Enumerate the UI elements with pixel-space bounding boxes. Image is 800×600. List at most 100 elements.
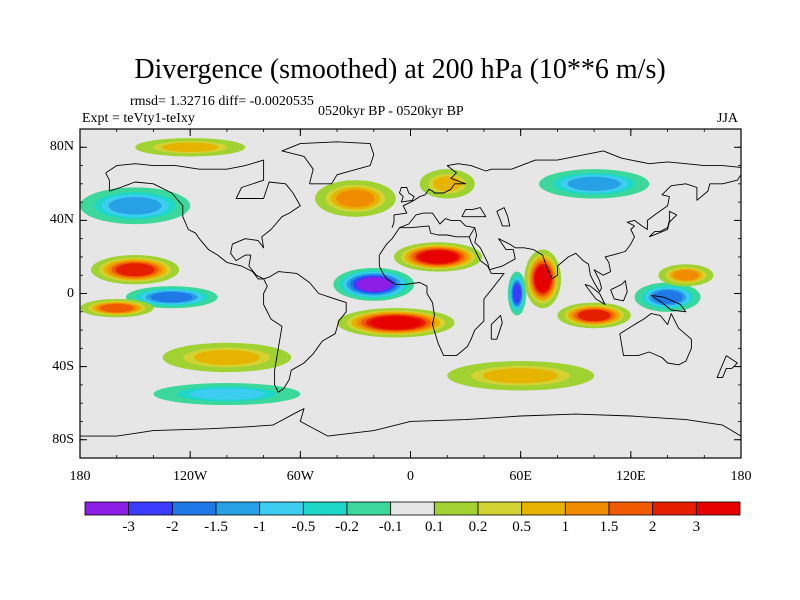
divergence-minimum-south-indian — [557, 302, 631, 329]
borneo-coast — [610, 280, 628, 302]
divergence-minimum-south-atlantic — [337, 308, 455, 338]
divergence-minimum-indonesia — [658, 264, 714, 287]
colorbar-swatch — [346, 501, 392, 516]
contour-band — [652, 290, 683, 304]
contour-band — [433, 176, 462, 192]
colorbar-swatch — [84, 501, 130, 516]
divergence-minimum-north-atlantic — [315, 180, 396, 217]
lat-tick-label: 80S — [52, 431, 74, 447]
divergence-maximum-tropical-pacific — [125, 286, 218, 309]
divergence-minimum-equatorial-pacific — [80, 298, 154, 318]
colorbar-swatch — [171, 501, 217, 516]
lon-tick-label: 120E — [616, 469, 646, 484]
divergence-minimum-sahara — [393, 242, 483, 272]
contour-band — [356, 277, 392, 292]
colorbar-label: 1 — [561, 519, 570, 535]
colorbar-swatch — [215, 501, 261, 516]
colorbar-swatch — [259, 501, 304, 516]
antarctica-coast — [80, 408, 741, 437]
lon-tick-label: 0 — [407, 469, 414, 484]
divergence-field — [80, 138, 714, 406]
new-zealand-coast — [716, 355, 738, 379]
britain-coast — [399, 187, 415, 203]
divergence-minimum-south-pacific — [162, 342, 292, 373]
colorbar-swatch — [477, 501, 523, 516]
lon-tick-label: 180 — [69, 469, 91, 484]
lat-tick-label: 40N — [49, 212, 74, 228]
new-guinea-coast — [650, 294, 687, 313]
contour-band — [419, 250, 458, 264]
contour-band — [108, 196, 162, 215]
north-america-coast — [105, 159, 301, 280]
madagascar-coast — [490, 314, 503, 340]
colorbar-label: 0.2 — [468, 519, 488, 535]
experiment-label: Expt = teVty1-teIxy — [82, 111, 195, 126]
lon-tick-label: 60E — [509, 469, 532, 484]
colorbar-swatch — [128, 501, 173, 516]
japan-coast — [648, 210, 678, 238]
greenland-coast — [281, 141, 375, 185]
divergence-maximum-western-pacific — [634, 282, 701, 312]
divergence-minimum-central-pacific — [91, 255, 180, 285]
contour-band — [483, 368, 559, 384]
contour-band — [115, 263, 155, 277]
divergence-maximum-siberia — [539, 169, 650, 199]
asia-south-coast — [474, 174, 741, 293]
colorbar-label: -3 — [122, 519, 135, 535]
colorbar-swatch — [390, 501, 435, 516]
divergence-maximum-east-africa — [507, 271, 527, 316]
colorbar-label: 1.5 — [599, 519, 619, 535]
stats-text: rmsd= 1.32716 diff= -0.0020535 — [130, 94, 314, 109]
colorbar-swatch — [521, 501, 566, 516]
figure-title: Divergence (smoothed) at 200 hPa (10**6 … — [134, 54, 666, 85]
divergence-minimum-southern-indian-ocean — [447, 361, 595, 391]
colorbar-swatch — [608, 501, 654, 516]
divergence-minimum-europe — [419, 169, 475, 199]
contour-band — [189, 388, 265, 400]
contour-band — [161, 142, 219, 152]
contour-band — [193, 349, 260, 366]
south-america-coast — [263, 271, 347, 393]
axis-ticks — [79, 128, 742, 459]
sumatra-coast — [584, 283, 606, 305]
lat-tick-label: 0 — [67, 285, 74, 301]
lat-tick-label: 80N — [49, 139, 74, 155]
divergence-maximum-west-africa — [333, 267, 415, 301]
colorbar-label: -0.1 — [378, 519, 403, 535]
colorbar-swatch — [564, 501, 610, 516]
period-label: 0520kyr BP - 0520kyr BP — [318, 104, 464, 119]
australia-coast — [619, 313, 692, 366]
eurasia-south-coast — [399, 212, 476, 238]
colorbar-label: -2 — [166, 519, 179, 535]
colorbar-swatch — [695, 501, 741, 516]
colorbar-label: 3 — [692, 519, 701, 535]
contour-band — [336, 189, 375, 208]
colorbar-swatch — [433, 501, 479, 516]
caspian-sea-coast — [496, 207, 511, 227]
contour-band — [370, 316, 422, 330]
contour-band — [512, 283, 522, 304]
coastlines — [80, 141, 741, 437]
season-label: JJA — [717, 111, 739, 126]
colorbar-swatch — [302, 501, 348, 516]
eurasia-coast — [391, 150, 741, 228]
colorbar — [84, 501, 741, 516]
contour-band — [534, 266, 551, 292]
lon-tick-label: 180 — [730, 469, 752, 484]
africa-coast — [378, 225, 505, 357]
divergence-minimum-arabian-sea — [524, 249, 562, 309]
colorbar-label: -1 — [253, 519, 266, 535]
divergence-maximum-north-pacific — [80, 187, 191, 225]
contour-band — [577, 309, 611, 322]
colorbar-label: 0.1 — [424, 519, 444, 535]
contour-band — [99, 303, 134, 313]
colorbar-label: -0.2 — [335, 519, 359, 535]
colorbar-label: -1.5 — [204, 519, 228, 535]
colorbar-label: 2 — [648, 519, 657, 535]
divergence-minimum-arctic — [135, 138, 246, 157]
contour-band — [672, 269, 700, 281]
colorbar-label: 0.5 — [512, 519, 532, 535]
colorbar-swatch — [652, 501, 697, 516]
colorbar-label: -0.5 — [291, 519, 316, 535]
